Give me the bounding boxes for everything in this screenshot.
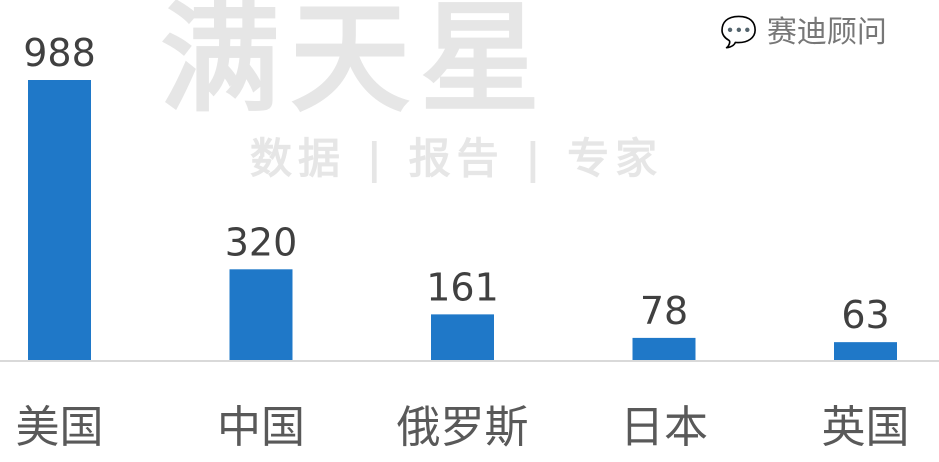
bar-0 <box>28 80 91 360</box>
bar-1 <box>229 269 293 360</box>
data-label-4: 63 <box>841 293 889 337</box>
bar-4 <box>834 342 897 360</box>
watermark-corner: 赛迪顾问 <box>766 15 887 50</box>
data-label-2: 161 <box>426 265 499 309</box>
category-label-2: 俄罗斯 <box>397 402 529 453</box>
data-label-1: 320 <box>225 220 298 264</box>
bar-2 <box>431 314 494 360</box>
bar-3 <box>632 337 696 360</box>
category-label-0: 美国 <box>16 402 104 453</box>
wechat-icon: 💬 <box>720 15 758 50</box>
category-label-1: 中国 <box>217 402 305 453</box>
data-label-3: 78 <box>640 289 688 333</box>
category-label-4: 英国 <box>822 402 910 453</box>
category-label-3: 日本 <box>620 402 708 453</box>
wechat-watermark: 💬 赛迪顾问 <box>720 18 887 48</box>
data-label-0: 988 <box>23 31 96 75</box>
